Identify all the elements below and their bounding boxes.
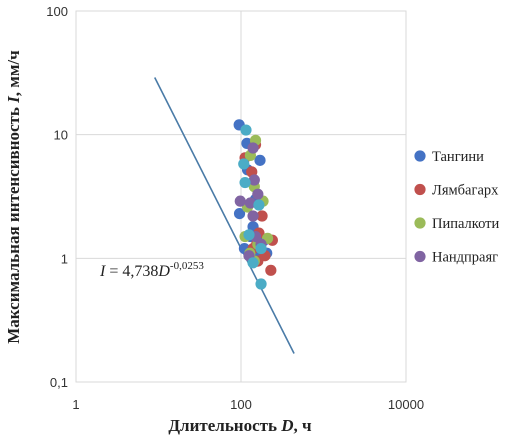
data-point-series-5 <box>255 242 267 255</box>
data-points <box>233 119 278 290</box>
equation-mid: = 4,738 <box>105 263 158 280</box>
fit-line-group <box>154 77 295 354</box>
data-point-series-4 <box>244 197 257 209</box>
data-point-series-5 <box>255 278 267 290</box>
y-axis-title: Максимальная интенсивность I, мм/ч <box>4 50 23 344</box>
tick-labels: 1 100 10000 0,1 1 10 100 <box>46 4 424 412</box>
legend-marker <box>414 183 426 196</box>
data-point-series-5 <box>239 176 251 189</box>
data-point-series-4 <box>247 142 259 154</box>
data-point-series-5 <box>247 257 259 269</box>
y-tick-label: 0,1 <box>50 375 68 390</box>
legend-label: Лямбагарх <box>432 183 499 199</box>
x-tick-label: 100 <box>230 397 252 412</box>
x-tick-label: 1 <box>72 397 79 412</box>
plot-area-border <box>75 10 407 383</box>
data-point-series-2 <box>265 264 277 276</box>
legend: Тангини Лямбагарх Пипалкоти Нандпраяг <box>414 149 499 266</box>
data-point-series-2 <box>256 210 268 222</box>
equation-exponent: -0,0253 <box>170 260 204 272</box>
y-axis-title-prefix: Максимальная интенсивность <box>4 103 23 344</box>
y-tick-label: 10 <box>54 128 68 143</box>
data-point-series-5 <box>253 199 265 211</box>
legend-label: Пипалкоти <box>432 216 499 232</box>
data-point-series-1 <box>233 207 246 220</box>
y-tick-label: 100 <box>46 4 68 19</box>
data-point-series-5 <box>238 158 250 170</box>
data-point-series-4 <box>252 188 264 200</box>
data-point-series-1 <box>254 154 266 166</box>
fit-line <box>154 77 295 354</box>
legend-marker <box>414 250 426 263</box>
legend-label: Нандпраяг <box>432 250 498 266</box>
x-axis-title-suffix: , ч <box>294 416 313 435</box>
y-axis-title-var: I <box>4 95 23 104</box>
x-axis-title: Длительность D, ч <box>168 416 312 435</box>
data-point-series-5 <box>243 229 255 241</box>
x-axis-title-prefix: Длительность <box>168 416 281 435</box>
data-point-series-5 <box>240 124 252 136</box>
equation-lhs-var: I <box>99 263 106 280</box>
data-point-series-4 <box>248 174 260 186</box>
x-tick-label: 10000 <box>388 397 424 412</box>
y-axis-title-suffix: , мм/ч <box>4 50 23 96</box>
legend-marker <box>414 217 426 229</box>
data-point-series-4 <box>247 210 259 222</box>
legend-label: Тангини <box>432 149 484 165</box>
equation-label: I = 4,738D-0,0253 <box>99 260 204 280</box>
data-point-series-4 <box>234 195 246 207</box>
equation-var: D <box>157 263 170 280</box>
y-tick-label: 1 <box>61 251 68 266</box>
x-axis-title-var: D <box>280 416 293 435</box>
legend-marker <box>414 150 426 162</box>
